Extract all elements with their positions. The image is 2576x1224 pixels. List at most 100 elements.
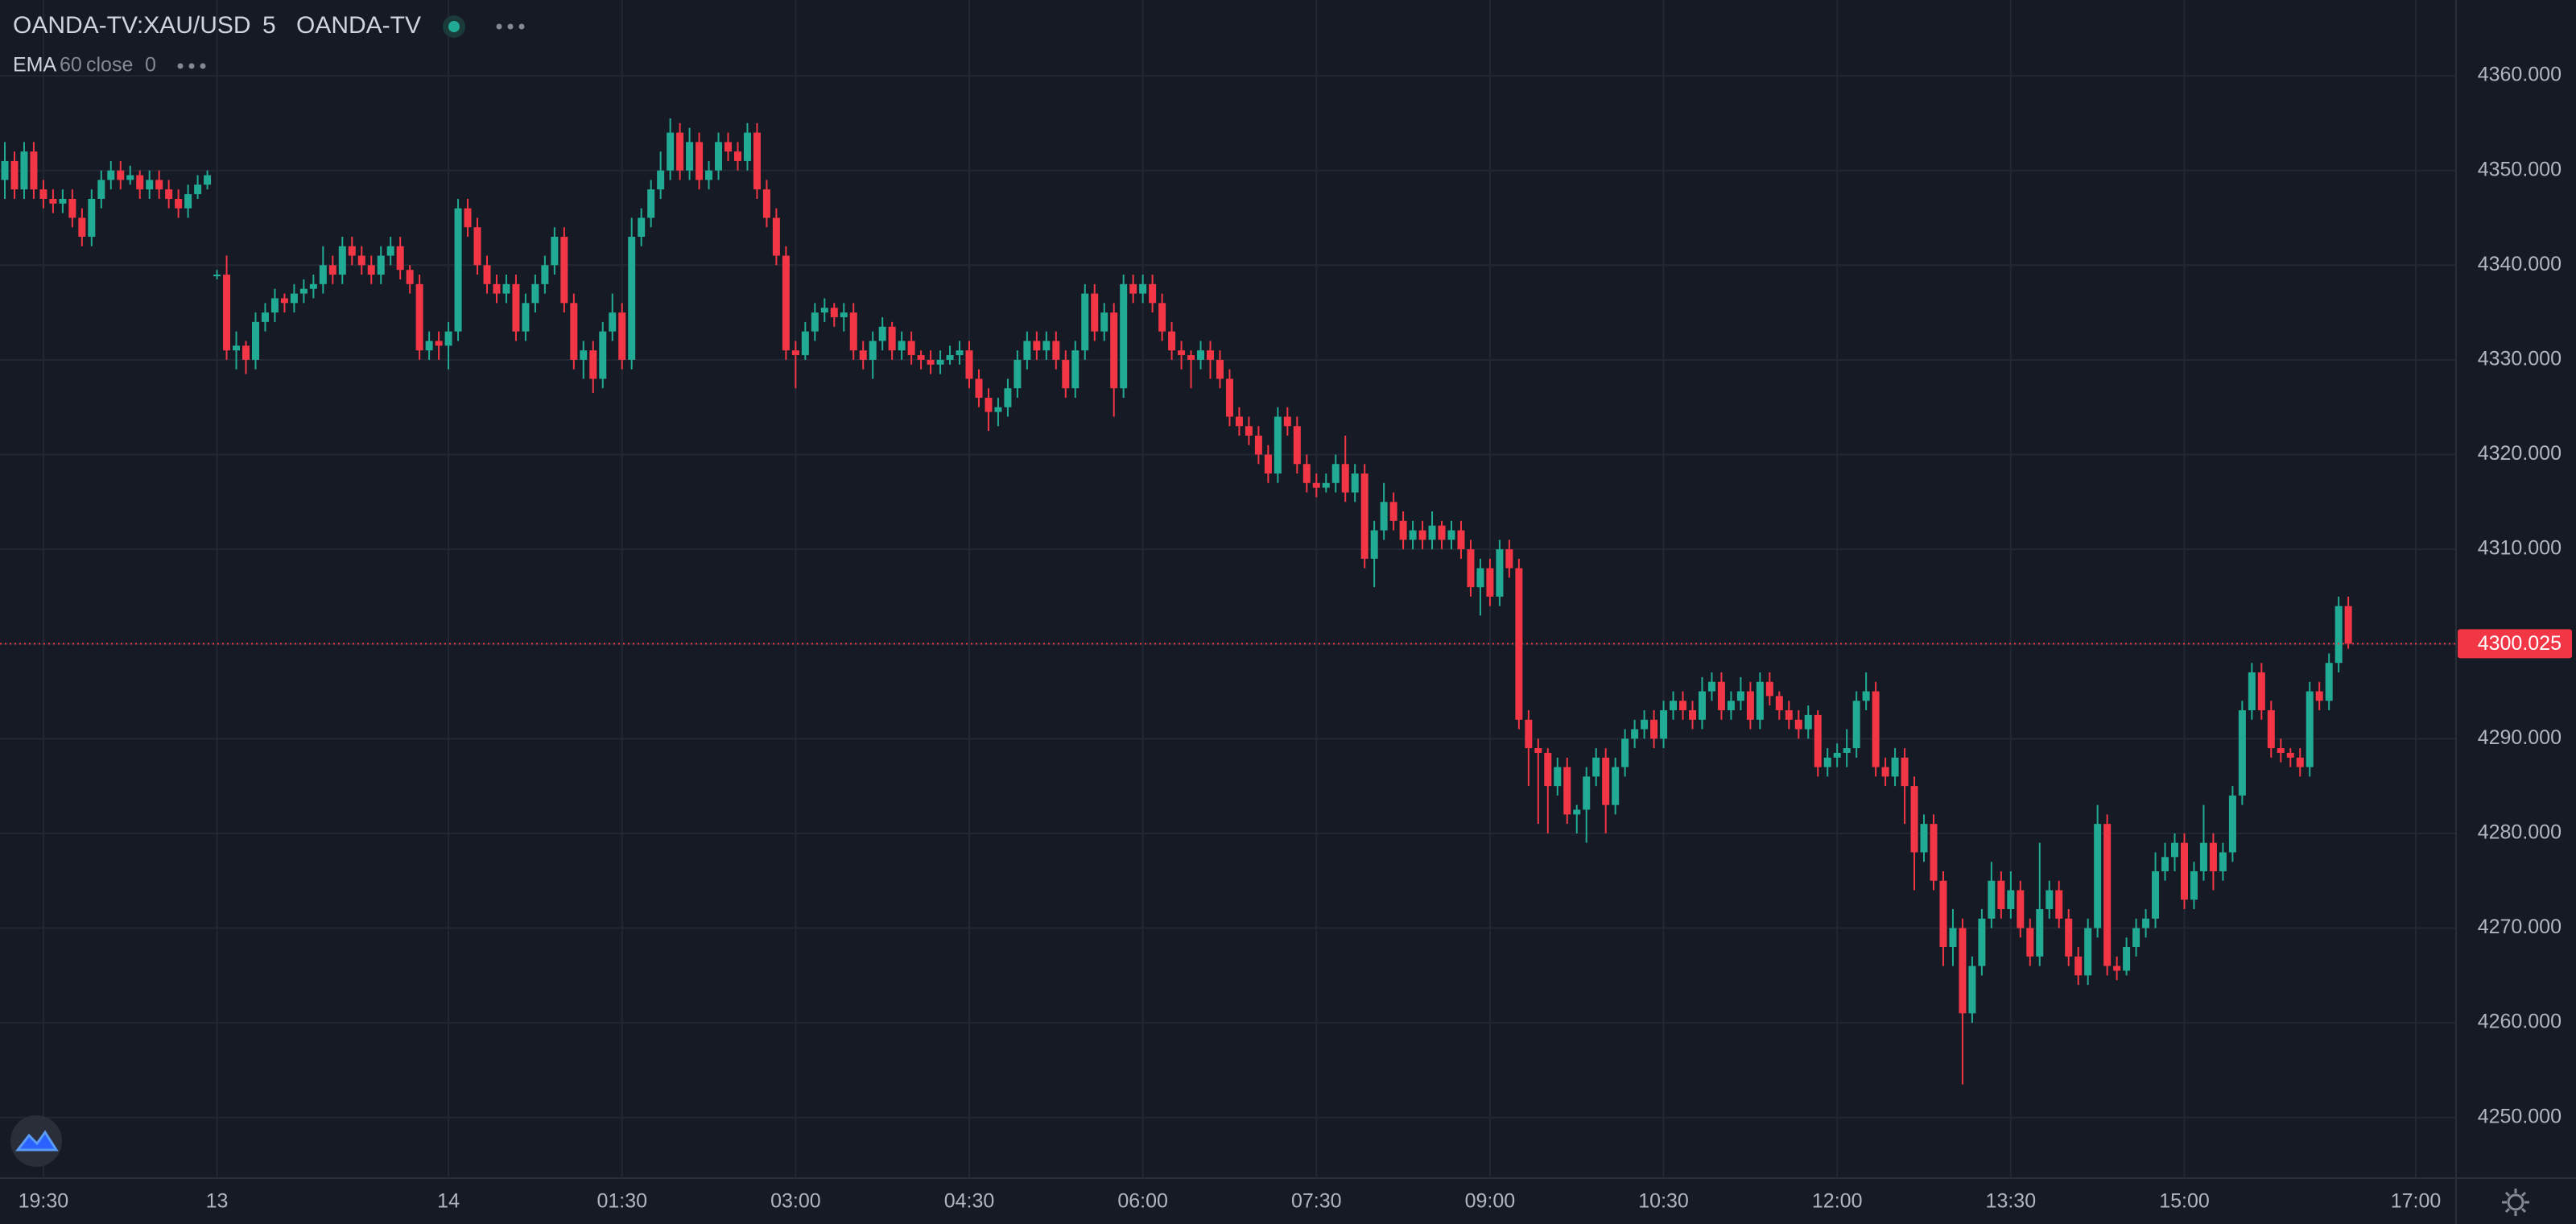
candle-body [2306, 691, 2314, 767]
candle-body [1235, 416, 1243, 427]
candle-body [242, 345, 250, 360]
candle-body [1254, 435, 1262, 455]
candle-body [1631, 729, 1639, 739]
y-tick-label: 4280.000 [2478, 821, 2562, 844]
x-tick-label: 07:30 [1291, 1190, 1342, 1213]
candle-body [696, 142, 704, 180]
candle-body [1447, 530, 1455, 540]
candle-body [1843, 748, 1851, 753]
indicator-more[interactable] [177, 63, 206, 69]
candle-body [2325, 663, 2333, 701]
candle-body [2142, 918, 2150, 928]
interval[interactable]: 5 [262, 12, 276, 39]
candle-body [2103, 824, 2112, 966]
candle-body [20, 151, 28, 190]
candle-body [1197, 350, 1205, 360]
candle-body [1274, 416, 1282, 474]
candle-body [1573, 809, 1581, 815]
candle-body [1612, 767, 1620, 805]
candle-body [1360, 473, 1368, 559]
source[interactable]: OANDA-TV [296, 12, 421, 39]
candle-body [1602, 757, 1610, 805]
x-tick-label: 03:00 [770, 1190, 821, 1213]
candle-body [2277, 748, 2285, 753]
candle-body [994, 407, 1002, 412]
candle-body [705, 170, 713, 180]
candle-body [204, 175, 212, 185]
candle-body [2161, 857, 2169, 871]
ticks: 4250.000 4260.000 4270.000 4280.000 4290.000… [19, 64, 2572, 1213]
candle-body [1698, 691, 1706, 720]
candle-body [59, 198, 67, 204]
logo[interactable] [10, 1115, 62, 1167]
candle-body [811, 312, 819, 332]
candle-body [1534, 748, 1542, 753]
candle-body [1814, 714, 1822, 767]
candle-body [1621, 738, 1629, 767]
candle-body [175, 198, 183, 209]
candle-body [39, 189, 47, 199]
candle-body [599, 331, 607, 379]
candle-body [1302, 464, 1311, 483]
y-tick-label: 4350.000 [2478, 158, 2562, 180]
candle-body [1187, 355, 1195, 360]
candle-body [377, 255, 385, 275]
candle-body [1486, 568, 1494, 597]
candle-body [2132, 928, 2140, 948]
candle-body [946, 355, 954, 360]
candle-body [233, 345, 241, 351]
candle-body [589, 350, 597, 379]
candle-body [1872, 691, 1880, 767]
candle-body [309, 283, 317, 289]
candle-body [560, 237, 568, 304]
candles [0, 118, 2456, 1085]
more-button[interactable] [496, 23, 525, 30]
candle-body [724, 142, 732, 152]
x-tick-label: 12:00 [1812, 1190, 1863, 1213]
candle-body [1149, 283, 1157, 304]
candle-body [1428, 525, 1436, 540]
candle-body [2286, 752, 2294, 758]
candle-body [328, 265, 336, 275]
symbol[interactable]: OANDA-TV:XAU/USD [13, 12, 251, 39]
candle-body [1823, 757, 1831, 767]
candle-body [1891, 757, 1899, 777]
candle-body [68, 198, 76, 218]
y-tick-label: 4310.000 [2478, 537, 2562, 560]
candle-body [1004, 388, 1012, 407]
settings-gear[interactable] [2502, 1189, 2529, 1216]
candle-body [1554, 767, 1562, 787]
candle-body [1293, 426, 1301, 465]
candle-body [743, 132, 751, 161]
candle-body [1930, 824, 1938, 881]
candle-body [117, 170, 125, 180]
candle-body [251, 321, 259, 360]
candle-body [1670, 701, 1678, 711]
candle-body [1370, 530, 1378, 559]
indicator-name[interactable]: EMA [13, 54, 57, 76]
candle-body [840, 312, 848, 317]
candle-body [107, 170, 115, 180]
candle-body [2065, 918, 2073, 957]
candle-body [1110, 312, 1118, 389]
candle-body [1583, 776, 1591, 810]
candle-body [551, 237, 559, 266]
candle-body [936, 359, 944, 365]
candle-body [2084, 928, 2092, 976]
candle-body [820, 308, 828, 313]
candle-body [454, 208, 462, 332]
candle-body [2199, 842, 2207, 871]
candle-body [2296, 757, 2304, 767]
candle-body [2248, 672, 2256, 711]
candle-body [1746, 691, 1754, 720]
candle-body [1910, 786, 1918, 853]
candle-body [1399, 520, 1407, 540]
candle-body [473, 227, 481, 266]
candle-body [1389, 502, 1397, 521]
candle-body [78, 217, 86, 238]
candle-body [956, 350, 964, 356]
candle-body [194, 184, 202, 195]
candle-body [1679, 701, 1687, 711]
